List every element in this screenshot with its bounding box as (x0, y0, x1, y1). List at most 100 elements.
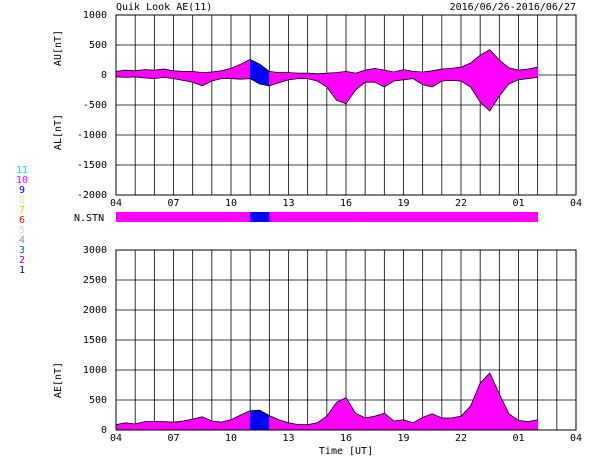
station-segment (240, 212, 251, 222)
chart-subtitle: 2016/06/26-2016/06/27 (450, 2, 576, 13)
area-segment (345, 396, 356, 431)
station-segment (480, 212, 491, 222)
x-tick-label: 13 (282, 433, 294, 444)
range-area (384, 69, 395, 88)
legend-entry: 8 (19, 195, 25, 206)
y-tick-label: 2500 (83, 275, 107, 286)
area-segment (441, 417, 452, 431)
area-segment (144, 421, 155, 431)
station-segment (326, 212, 337, 222)
x-tick-label: 13 (282, 198, 294, 209)
station-segment (384, 212, 395, 222)
y-tick-label: 2000 (83, 305, 107, 316)
area-segment (249, 409, 260, 431)
station-segment (317, 212, 328, 222)
station-segment (135, 212, 146, 222)
station-segment (374, 212, 385, 222)
x-tick-label: 16 (340, 198, 352, 209)
station-segment (403, 212, 414, 222)
legend-entry: 5 (19, 225, 25, 236)
area-segment (470, 383, 481, 431)
area-segment (364, 415, 375, 431)
station-segment (163, 212, 174, 222)
x-tick-label: 07 (167, 433, 179, 444)
x-tick-label: 01 (512, 198, 524, 209)
station-segment (470, 212, 481, 222)
x-axis-label: Time [UT] (319, 446, 373, 457)
range-area (479, 49, 490, 112)
station-segment (499, 212, 510, 222)
x-tick-label: 04 (110, 433, 122, 444)
station-segment (202, 212, 213, 222)
station-segment (451, 212, 462, 222)
area-segment (336, 397, 347, 431)
area-segment (240, 410, 251, 431)
station-segment (125, 212, 136, 222)
station-label: N.STN (74, 213, 104, 224)
y-tick-label: 3000 (83, 245, 107, 256)
station-segment (518, 212, 529, 222)
range-area (364, 68, 375, 83)
legend-entry: 1 (19, 265, 25, 276)
x-tick-label: 19 (397, 198, 409, 209)
plot-frame (115, 249, 577, 431)
area-segment (384, 412, 395, 431)
x-tick-label: 10 (225, 198, 237, 209)
legend-entry: 2 (19, 255, 25, 266)
x-tick-label: 04 (570, 433, 582, 444)
x-tick-label: 16 (340, 433, 352, 444)
station-segment (278, 212, 289, 222)
legend-entry: 11 (16, 165, 28, 176)
y-tick-label: -500 (83, 100, 107, 111)
station-segment (441, 212, 452, 222)
legend-entry: 10 (16, 175, 28, 186)
station-segment (192, 212, 203, 222)
area-segment (499, 393, 510, 431)
y-axis-label: AL[nT] (53, 114, 64, 150)
y-tick-label: 1000 (83, 10, 107, 21)
y-tick-label: -1000 (77, 130, 107, 141)
area-segment (297, 424, 308, 431)
station-segment (173, 212, 184, 222)
y-tick-label: 500 (89, 40, 107, 51)
station-segment (346, 212, 356, 222)
station-segment (183, 212, 193, 222)
area-segment (317, 415, 328, 431)
area-segment (508, 413, 519, 431)
station-segment (393, 212, 404, 222)
series-line (115, 372, 538, 425)
station-segment (413, 212, 423, 222)
station-segment (365, 212, 376, 222)
range-area (345, 71, 356, 105)
station-segment (489, 212, 500, 222)
x-tick-label: 22 (455, 198, 467, 209)
area-segment (412, 416, 423, 431)
station-segment (461, 212, 471, 222)
station-segment (508, 212, 519, 222)
range-area (297, 72, 308, 79)
range-area (326, 72, 337, 101)
y-tick-label: 500 (89, 395, 107, 406)
range-area (336, 71, 347, 105)
station-segment (298, 212, 308, 222)
y-tick-label: 0 (101, 425, 107, 436)
area-segment (326, 401, 337, 431)
station-segment (144, 212, 155, 222)
area-segment (518, 420, 529, 431)
x-tick-label: 01 (512, 433, 524, 444)
area-segment (489, 372, 500, 431)
station-segment (231, 212, 241, 222)
range-area (240, 58, 251, 80)
plot-frame (115, 14, 577, 196)
range-area (412, 71, 423, 86)
chart-title: Quik Look AE(11) (116, 2, 212, 13)
y-axis-label: AU[nT] (53, 30, 64, 66)
station-segment (154, 212, 165, 222)
station-segment (528, 212, 538, 222)
y-tick-label: -1500 (77, 160, 107, 171)
legend-entry: 6 (19, 215, 25, 226)
x-tick-label: 07 (167, 198, 179, 209)
station-segment (422, 212, 433, 222)
station-segment (432, 212, 443, 222)
